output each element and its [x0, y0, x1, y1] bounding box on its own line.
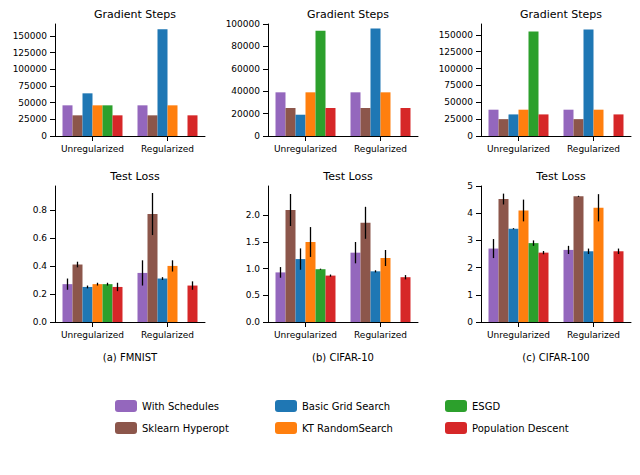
svg-text:1: 1	[467, 290, 473, 300]
svg-text:Gradient Steps: Gradient Steps	[307, 8, 389, 21]
svg-text:Test Loss: Test Loss	[535, 170, 586, 183]
svg-text:Regularized: Regularized	[567, 330, 620, 340]
svg-text:125000: 125000	[13, 48, 48, 58]
svg-text:80000: 80000	[231, 41, 260, 51]
svg-text:0.0: 0.0	[246, 317, 261, 327]
svg-text:(c) CIFAR-100: (c) CIFAR-100	[522, 352, 589, 363]
svg-text:20000: 20000	[231, 109, 260, 119]
svg-text:0.0: 0.0	[33, 317, 48, 327]
svg-text:With Schedules: With Schedules	[142, 401, 219, 412]
svg-text:2: 2	[467, 263, 473, 273]
svg-text:0.5: 0.5	[246, 290, 260, 300]
svg-text:Sklearn Hyperopt: Sklearn Hyperopt	[142, 423, 229, 434]
svg-text:Regularized: Regularized	[141, 330, 194, 340]
svg-text:0.4: 0.4	[33, 261, 48, 271]
svg-text:Test Loss: Test Loss	[109, 170, 160, 183]
svg-text:50000: 50000	[444, 97, 473, 107]
svg-text:0.2: 0.2	[33, 289, 47, 299]
svg-text:100000: 100000	[439, 64, 474, 74]
svg-text:Gradient Steps: Gradient Steps	[94, 8, 176, 21]
svg-text:0: 0	[41, 131, 47, 141]
svg-text:0.6: 0.6	[33, 233, 48, 243]
svg-text:5: 5	[467, 181, 473, 191]
svg-text:(a) FMNIST: (a) FMNIST	[103, 352, 158, 363]
svg-text:Regularized: Regularized	[354, 144, 407, 154]
svg-text:0: 0	[467, 131, 473, 141]
svg-text:Basic Grid Search: Basic Grid Search	[302, 401, 390, 412]
svg-text:Test Loss: Test Loss	[322, 170, 373, 183]
svg-text:ESGD: ESGD	[472, 401, 500, 412]
svg-text:2.0: 2.0	[246, 210, 261, 220]
svg-text:100000: 100000	[13, 64, 48, 74]
svg-text:Regularized: Regularized	[567, 144, 620, 154]
svg-text:0: 0	[467, 317, 473, 327]
svg-text:KT RandomSearch: KT RandomSearch	[302, 423, 393, 434]
svg-text:Unregularized: Unregularized	[61, 144, 124, 154]
svg-text:100000: 100000	[226, 19, 261, 29]
svg-text:Unregularized: Unregularized	[274, 144, 337, 154]
svg-text:75000: 75000	[18, 81, 47, 91]
svg-text:125000: 125000	[439, 47, 474, 57]
svg-text:3: 3	[467, 235, 473, 245]
svg-text:150000: 150000	[439, 30, 474, 40]
svg-text:0.8: 0.8	[33, 205, 48, 215]
svg-text:40000: 40000	[231, 86, 260, 96]
svg-text:60000: 60000	[231, 64, 260, 74]
svg-text:Regularized: Regularized	[141, 144, 194, 154]
svg-text:Population Descent: Population Descent	[472, 423, 569, 434]
svg-text:(b) CIFAR-10: (b) CIFAR-10	[312, 352, 374, 363]
svg-text:Regularized: Regularized	[354, 330, 407, 340]
svg-text:Gradient Steps: Gradient Steps	[520, 8, 602, 21]
svg-text:1.5: 1.5	[246, 237, 260, 247]
svg-text:25000: 25000	[18, 114, 47, 124]
svg-text:50000: 50000	[18, 98, 47, 108]
svg-text:Unregularized: Unregularized	[487, 330, 550, 340]
svg-text:150000: 150000	[13, 31, 48, 41]
svg-text:75000: 75000	[444, 80, 473, 90]
svg-text:1.0: 1.0	[246, 264, 261, 274]
svg-text:25000: 25000	[444, 114, 473, 124]
svg-text:Unregularized: Unregularized	[61, 330, 124, 340]
svg-text:4: 4	[467, 208, 473, 218]
svg-text:0: 0	[254, 131, 260, 141]
svg-text:Unregularized: Unregularized	[487, 144, 550, 154]
svg-text:Unregularized: Unregularized	[274, 330, 337, 340]
